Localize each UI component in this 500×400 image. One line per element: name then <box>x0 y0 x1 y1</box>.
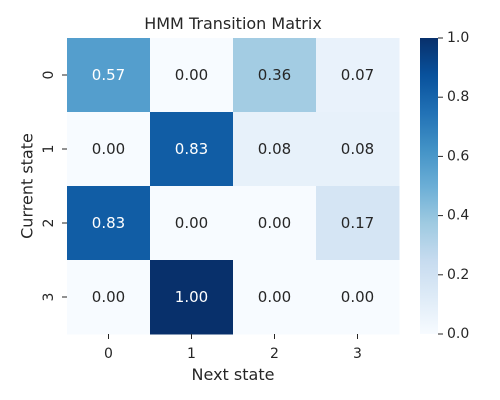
cell-annotation-r1-c1: 0.83 <box>175 140 208 158</box>
cell-annotation-r2-c2: 0.00 <box>258 214 291 232</box>
x-axis-ticks: 0 1 2 3 <box>104 334 362 362</box>
cell-annotation-r2-c3: 0.17 <box>341 214 374 232</box>
cell-annotation-r1-c2: 0.08 <box>258 140 291 158</box>
heatmap-cell-r3-c0 <box>67 260 151 335</box>
heatmap-cell-r3-c1 <box>150 260 234 335</box>
heatmap-cell-r0-c1 <box>150 38 234 113</box>
heatmap-annotations: 0.57 0.00 0.36 0.07 0.00 0.83 0.08 0.08 0.83 0.00… <box>92 66 374 306</box>
colorbar-tick-label-0: 0.0 <box>447 326 469 342</box>
x-axis-title: Next state <box>192 365 275 384</box>
cell-annotation-r1-c3: 0.08 <box>341 140 374 158</box>
y-tick-label-1: 1 <box>41 145 57 154</box>
x-tick-label-1: 1 <box>187 346 196 362</box>
cell-annotation-r3-c3: 0.00 <box>341 288 374 306</box>
cell-annotation-r0-c2: 0.36 <box>258 66 291 84</box>
cell-annotation-r3-c0: 0.00 <box>92 288 125 306</box>
heatmap-cell-r0-c2 <box>233 38 317 113</box>
heatmap-cell-r2-c1 <box>150 186 234 261</box>
heatmap-cell-r2-c3 <box>316 186 400 261</box>
heatmap-cell-r1-c2 <box>233 112 317 187</box>
heatmap-cell-r0-c3 <box>316 38 400 113</box>
x-tick-label-3: 3 <box>353 346 362 362</box>
y-axis-title: Current state <box>18 133 37 239</box>
heatmap-cell-r3-c2 <box>233 260 317 335</box>
cell-annotation-r0-c3: 0.07 <box>341 66 374 84</box>
heatmap-cells <box>67 38 400 335</box>
cell-annotation-r0-c0: 0.57 <box>92 66 125 84</box>
heatmap-cell-r2-c2 <box>233 186 317 261</box>
cell-annotation-r2-c0: 0.83 <box>92 214 125 232</box>
colorbar-ticks: 0.0 0.2 0.4 0.6 0.8 1.0 <box>438 30 469 342</box>
cell-annotation-r2-c1: 0.00 <box>175 214 208 232</box>
colorbar-tick-label-4: 0.8 <box>447 89 469 105</box>
colorbar-tick-label-2: 0.4 <box>447 208 469 224</box>
colorbar-tick-label-1: 0.2 <box>447 267 469 283</box>
colorbar-tick-label-5: 1.0 <box>447 30 469 46</box>
heatmap-cell-r0-c0 <box>67 38 151 113</box>
colorbar-tick-label-3: 0.6 <box>447 148 469 164</box>
cell-annotation-r1-c0: 0.00 <box>92 140 125 158</box>
x-tick-label-0: 0 <box>104 346 113 362</box>
chart-title: HMM Transition Matrix <box>144 14 322 33</box>
heatmap-cell-r2-c0 <box>67 186 151 261</box>
heatmap-cell-r1-c0 <box>67 112 151 187</box>
y-tick-label-3: 3 <box>41 293 57 302</box>
heatmap-cell-r3-c3 <box>316 260 400 335</box>
heatmap-cell-r1-c1 <box>150 112 234 187</box>
cell-annotation-r3-c2: 0.00 <box>258 288 291 306</box>
y-tick-label-2: 2 <box>41 219 57 228</box>
heatmap-cell-r1-c3 <box>316 112 400 187</box>
x-tick-label-2: 2 <box>270 346 279 362</box>
y-tick-label-0: 0 <box>41 71 57 80</box>
cell-annotation-r0-c1: 0.00 <box>175 66 208 84</box>
colorbar <box>420 38 438 334</box>
y-axis-ticks: 0 1 2 3 <box>41 71 67 302</box>
cell-annotation-r3-c1: 1.00 <box>175 288 208 306</box>
